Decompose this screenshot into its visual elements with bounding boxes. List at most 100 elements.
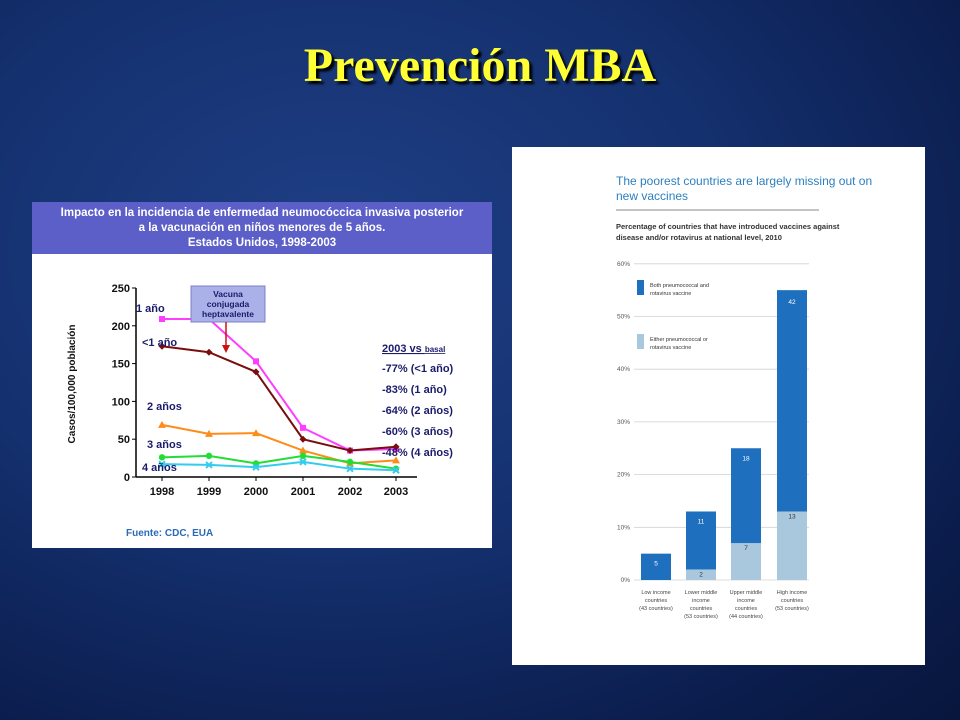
bar-value-label: 2 — [699, 571, 703, 578]
point-marker — [299, 452, 307, 460]
bar-value-label: 7 — [744, 545, 748, 552]
incidence-chart-header: Impacto en la incidencia de enfermedad n… — [32, 202, 492, 254]
category-label: Upper middle — [730, 590, 763, 596]
vaccine-intro-chart-panel: The poorest countries are largely missin… — [512, 147, 925, 665]
bar-segment — [777, 290, 807, 512]
y-tick-label: 50% — [617, 314, 630, 321]
point-marker — [252, 429, 260, 437]
legend-item-4: -48% (4 años) — [382, 447, 453, 459]
point-marker — [252, 368, 260, 376]
right-subtitle-line-1: Percentage of countries that have introd… — [616, 222, 840, 231]
point-marker — [346, 464, 354, 473]
bar-segment — [686, 569, 716, 580]
point-marker — [392, 456, 400, 464]
legend-swatch-both — [637, 280, 644, 295]
point-marker — [205, 461, 213, 469]
y-tick-label: 250 — [112, 283, 130, 295]
series-line-3 — [161, 454, 397, 470]
bar-value-label: 13 — [788, 513, 796, 520]
legend-title-main: 2003 vs — [382, 343, 422, 355]
series-label-3: 3 años — [147, 439, 182, 451]
y-tick-label: 100 — [112, 396, 130, 408]
bar-segment — [731, 448, 761, 544]
right-subtitle-line-2: disease and/or rotavirus at national lev… — [616, 233, 782, 242]
point-marker — [392, 443, 400, 451]
source-note: Fuente: CDC, EUA — [126, 528, 213, 539]
category-label: Lower middle — [685, 590, 718, 596]
legend-item-2: -64% (2 años) — [382, 405, 453, 417]
y-tick-label: 50 — [118, 434, 130, 446]
header-line-2: a la vacunación en niños menores de 5 añ… — [138, 222, 386, 234]
category-label: (43 countries) — [639, 606, 673, 612]
point-marker — [158, 420, 166, 428]
bar-value-label: 5 — [654, 561, 658, 568]
point-marker — [299, 446, 307, 454]
y-tick-label: 200 — [112, 321, 130, 333]
y-tick-label: 150 — [112, 359, 130, 371]
vaccine-label-2: conjugada — [207, 299, 250, 309]
point-marker — [205, 348, 213, 356]
point-marker — [159, 315, 165, 322]
category-label: countries — [645, 598, 668, 604]
y-tick-label: 0% — [621, 577, 631, 584]
bar-value-label: 18 — [742, 455, 750, 462]
point-marker — [299, 458, 307, 466]
point-marker — [205, 452, 213, 460]
legend-item-under1: -77% (<1 año) — [382, 363, 454, 375]
y-tick-label: 10% — [617, 524, 630, 531]
x-tick-label: 2001 — [291, 486, 315, 498]
legend-title: 2003 vs basal — [382, 343, 445, 355]
x-tick-label: 2003 — [384, 486, 408, 498]
y-tick-label: 30% — [617, 419, 630, 426]
legend-title-suffix: basal — [425, 345, 445, 354]
header-line-1: Impacto en la incidencia de enfermedad n… — [60, 207, 464, 219]
category-label: countries — [690, 606, 713, 612]
y-tick-label: 20% — [617, 472, 630, 479]
legend-either-line-2: rotavirus vaccine — [650, 345, 691, 351]
category-label: countries — [781, 598, 804, 604]
legend-both-line-1: Both pneumococcal and — [650, 283, 709, 289]
point-marker — [158, 454, 166, 461]
bar-segment — [641, 553, 671, 580]
vaccine-callout-box — [190, 285, 266, 323]
legend-swatch-either — [637, 334, 644, 349]
series-line-1 — [161, 345, 397, 452]
x-tick-label: 2000 — [244, 486, 268, 498]
series-label-1: <1 año — [142, 337, 177, 349]
vaccine-bar-chart: The poorest countries are largely missin… — [616, 174, 872, 620]
point-marker — [346, 447, 354, 455]
point-marker — [300, 424, 306, 431]
point-marker — [253, 358, 259, 365]
category-label: (44 countries) — [729, 614, 763, 620]
point-marker — [299, 435, 307, 443]
category-label: (53 countries) — [684, 614, 718, 620]
bar-value-label: 11 — [698, 518, 705, 525]
x-tick-label: 1998 — [150, 486, 174, 498]
point-marker — [158, 342, 166, 350]
category-label: Low income — [641, 590, 670, 596]
y-tick-label: 0 — [124, 472, 130, 484]
y-tick-label: 60% — [617, 261, 630, 268]
point-marker — [205, 429, 213, 437]
series-label-2: 2 años — [147, 401, 182, 413]
bar-segment — [686, 511, 716, 570]
category-label: countries — [735, 606, 758, 612]
legend-either-line-1: Either pneumococcal or — [650, 337, 708, 343]
category-label: (53 countries) — [775, 606, 809, 612]
category-label: income — [692, 598, 710, 604]
point-marker — [158, 460, 166, 468]
bar-segment — [777, 511, 807, 580]
x-tick-label: 1999 — [197, 486, 221, 498]
legend-item-3: -60% (3 años) — [382, 426, 453, 438]
right-title-line-1: The poorest countries are largely missin… — [616, 174, 872, 188]
legend-both-line-2: rotavirus vaccine — [650, 291, 691, 297]
slide-title: Prevención MBA — [303, 39, 657, 92]
category-label: High income — [777, 590, 808, 596]
x-tick-label: 2002 — [338, 486, 362, 498]
vaccine-label-3: heptavalente — [202, 309, 254, 319]
incidence-chart-panel: Impacto en la incidencia de enfermedad n… — [32, 202, 492, 548]
point-marker — [392, 466, 400, 474]
vaccine-label-1: Vacuna — [213, 289, 243, 299]
y-axis-title: Casos/100,000 población — [67, 325, 78, 444]
header-line-3: Estados Unidos, 1998-2003 — [187, 237, 337, 249]
